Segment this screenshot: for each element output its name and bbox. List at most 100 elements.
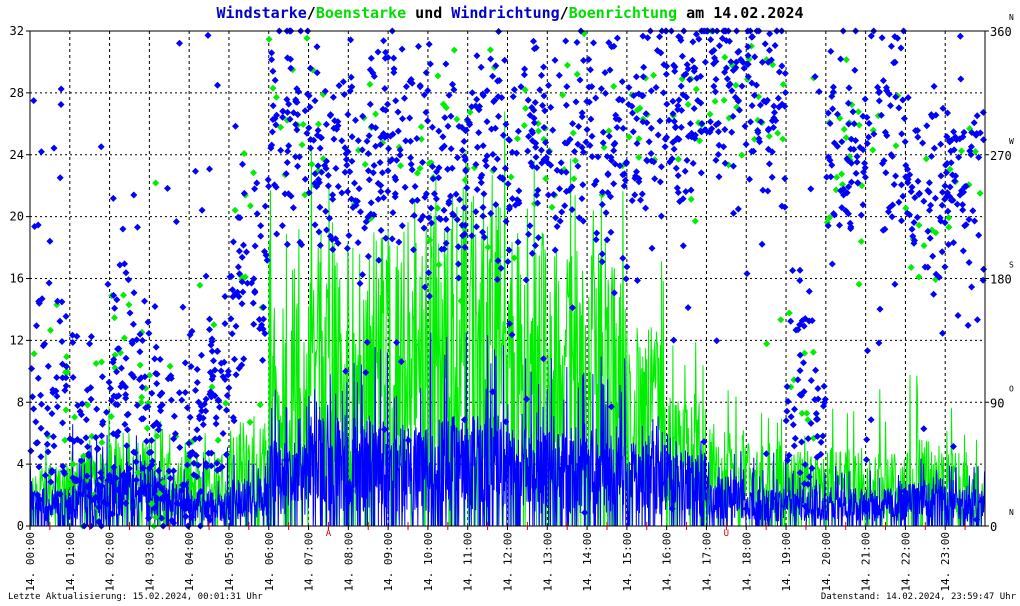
windrichtung-point [899, 96, 907, 104]
windrichtung-point [87, 384, 95, 392]
windrichtung-point [650, 158, 658, 166]
boenrichtung-point [832, 186, 840, 194]
windrichtung-point [477, 174, 485, 182]
windrichtung-point [348, 83, 356, 91]
windrichtung-point [234, 263, 242, 271]
windrichtung-point [891, 280, 899, 288]
windrichtung-point [820, 402, 827, 410]
windrichtung-point [906, 171, 914, 179]
windrichtung-point [979, 276, 987, 284]
windrichtung-point [468, 232, 476, 240]
windrichtung-point [499, 175, 507, 183]
windrichtung-point [56, 490, 64, 498]
windrichtung-point [875, 339, 883, 347]
windrichtung-point [170, 412, 178, 420]
windrichtung-point [117, 383, 125, 391]
windrichtung-point [53, 403, 61, 411]
windrichtung-point [136, 330, 144, 338]
windrichtung-point [420, 91, 428, 99]
windrichtung-point [29, 393, 36, 401]
windrichtung-point [973, 112, 981, 120]
windrichtung-point [677, 123, 685, 131]
windrichtung-point [878, 34, 886, 42]
windrichtung-point [540, 355, 547, 363]
windrichtung-point [593, 229, 601, 237]
windrichtung-point [213, 347, 221, 355]
windrichtung-point [475, 129, 483, 137]
windrichtung-point [50, 144, 58, 152]
boenrichtung-point [120, 334, 128, 342]
windrichtung-point [613, 124, 621, 131]
windrichtung-point [359, 271, 366, 279]
windrichtung-point [452, 190, 460, 198]
windrichtung-point [697, 72, 705, 80]
windrichtung-point [426, 60, 434, 68]
windrichtung-point [836, 221, 843, 229]
windrichtung-point [103, 408, 110, 416]
windrichtung-point [694, 97, 702, 104]
windrichtung-point [313, 183, 321, 190]
title-windstarke: Windstarke [216, 4, 307, 22]
windrichtung-point [208, 347, 216, 355]
windrichtung-point [959, 201, 967, 209]
windrichtung-point [122, 499, 130, 507]
boenrichtung-point [840, 125, 848, 133]
boenrichtung-point [635, 153, 643, 161]
windrichtung-point [955, 153, 963, 161]
windrichtung-point [121, 420, 129, 428]
windrichtung-point [284, 147, 292, 155]
windrichtung-point [605, 132, 613, 140]
boenrichtung-point [372, 110, 380, 118]
windrichtung-point [633, 277, 641, 284]
windrichtung-point [880, 157, 888, 165]
windrichtung-point [402, 83, 410, 91]
windrichtung-point [153, 380, 161, 388]
windrichtung-point [927, 201, 935, 209]
windrichtung-point [583, 126, 591, 134]
windrichtung-point [286, 115, 294, 123]
windrichtung-point [901, 138, 909, 146]
boenrichtung-point [720, 96, 728, 104]
windrichtung-point [712, 75, 720, 83]
windrichtung-point [157, 407, 165, 415]
windrichtung-point [599, 188, 606, 196]
windrichtung-point [759, 186, 767, 194]
title-date: am 14.02.2024 [677, 4, 804, 22]
windrichtung-point [359, 112, 367, 120]
windrichtung-point [578, 113, 586, 121]
windrichtung-point [198, 407, 206, 415]
windrichtung-point [585, 56, 593, 63]
windrichtung-point [214, 81, 221, 89]
windrichtung-point [438, 144, 446, 152]
windrichtung-point [532, 44, 540, 52]
title-boenstarke: Boenstarke [315, 4, 407, 22]
windrichtung-point [57, 85, 65, 93]
windrichtung-point [744, 60, 752, 68]
windrichtung-point [37, 424, 45, 432]
windrichtung-point [562, 168, 570, 176]
windrichtung-point [186, 413, 194, 421]
windrichtung-point [480, 190, 488, 198]
windrichtung-point [531, 242, 539, 249]
boenrichtung-point [809, 348, 817, 356]
windrichtung-point [540, 92, 548, 100]
boenrichtung-point [303, 34, 311, 42]
windrichtung-point [817, 438, 825, 446]
windrichtung-point [298, 241, 306, 249]
windrichtung-point [113, 432, 121, 440]
windrichtung-point [879, 226, 887, 234]
windrichtung-point [272, 121, 280, 129]
y-left-tick-label: 8 [17, 395, 24, 409]
windrichtung-point [435, 174, 443, 182]
windrichtung-point [572, 98, 580, 106]
windrichtung-point [61, 470, 69, 478]
windrichtung-point [150, 504, 158, 512]
windrichtung-point [568, 206, 576, 214]
windrichtung-point [522, 276, 530, 284]
windrichtung-point [579, 217, 587, 225]
windrichtung-point [155, 421, 163, 429]
windrichtung-point [113, 393, 120, 401]
x-tick-label: 14. 20:00 [820, 532, 833, 592]
windrichtung-point [240, 189, 248, 197]
windrichtung-point [829, 105, 837, 113]
